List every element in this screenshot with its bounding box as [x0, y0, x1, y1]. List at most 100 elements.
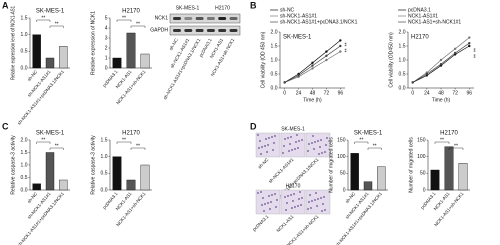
- blot-box: [169, 25, 241, 36]
- point: [325, 58, 328, 62]
- cell-dot: [271, 136, 273, 138]
- cell-dot: [267, 202, 269, 204]
- chart-title: SK-MES-1: [354, 131, 383, 137]
- cell-dot: [262, 197, 264, 199]
- cell-dot: [317, 198, 319, 200]
- significance-label: **: [55, 21, 59, 27]
- cell-dot: [321, 210, 323, 212]
- y-tick-label: 1.5: [21, 15, 28, 21]
- y-tick-label: 0.5: [101, 171, 108, 177]
- bar: [32, 183, 41, 191]
- cell-dot: [301, 139, 303, 141]
- significance-label: **: [454, 143, 458, 149]
- point: [297, 74, 300, 77]
- cell-dot: [269, 208, 271, 210]
- micrograph: [255, 189, 281, 215]
- cell-dot: [323, 196, 325, 198]
- cell-dot: [289, 143, 291, 145]
- cell-dot: [267, 144, 269, 146]
- cell-dot: [295, 141, 297, 143]
- y-axis-label: Cell viability (OD 450 nm): [260, 31, 266, 88]
- y-tick-label: 0: [423, 187, 426, 193]
- blot-band: [218, 29, 227, 32]
- y-tick-label: 100: [337, 154, 346, 160]
- cell-dot: [261, 146, 263, 148]
- point: [468, 42, 471, 45]
- cell-dot: [266, 151, 268, 153]
- cell-dot: [285, 209, 287, 211]
- x-tick-label: sh-NC: [344, 191, 357, 205]
- point: [311, 64, 314, 67]
- bar: [112, 156, 122, 191]
- blot-band: [195, 29, 204, 32]
- bar: [363, 181, 373, 191]
- cell-dot: [257, 134, 259, 136]
- y-tick-label: 1.5: [21, 150, 28, 156]
- y-tick-label: 1.0: [101, 154, 108, 160]
- cell-dot: [268, 195, 270, 197]
- point: [411, 81, 414, 84]
- blot-band: [173, 29, 181, 32]
- y-axis-label: Relative expression level of NCK1-AS1: [10, 6, 16, 80]
- y-tick-label: 0: [343, 187, 346, 193]
- y-tick-label: 100: [417, 154, 426, 160]
- legend-label: pcDNA3.1: [408, 7, 431, 13]
- cell-dot: [321, 152, 323, 154]
- bar: [444, 146, 454, 191]
- point: [439, 62, 443, 66]
- significance-bracket: [49, 25, 64, 28]
- x-tick-label: 48: [438, 90, 444, 96]
- significance-bracket: [448, 147, 464, 150]
- cell-dot: [308, 143, 310, 145]
- cell-dot: [273, 142, 275, 144]
- point: [453, 51, 457, 55]
- x-tick-label: 72: [452, 90, 458, 96]
- y-tick-label: 1.0: [21, 32, 28, 38]
- bar: [59, 179, 68, 191]
- cell-dot: [260, 191, 262, 193]
- chart-title: SK-MES-1: [36, 131, 65, 137]
- x-tick-label: 0: [283, 90, 286, 96]
- cell-dot: [310, 207, 312, 209]
- point: [439, 58, 443, 62]
- x-tick-label: 24: [296, 90, 302, 96]
- cell-dot: [275, 206, 277, 208]
- cell-dot: [320, 139, 322, 141]
- bar: [45, 152, 55, 191]
- x-tick-label: 48: [310, 90, 316, 96]
- cell-dot: [300, 204, 302, 206]
- significance-label: **: [473, 48, 479, 52]
- significance-label: **: [136, 143, 140, 149]
- cell-dot: [263, 210, 265, 212]
- bar: [377, 166, 386, 191]
- y-tick-label: 0.0: [101, 187, 108, 193]
- point: [311, 61, 314, 64]
- significance-label: **: [359, 137, 363, 143]
- x-tick-label: 96: [467, 90, 473, 96]
- y-axis-label: Number of migrated cells: [328, 137, 334, 193]
- significance-bracket: [116, 141, 132, 144]
- blot-cell-line: SK-MES-1: [176, 5, 200, 11]
- cell-dot: [293, 193, 295, 195]
- y-tick-label: 1.0: [21, 162, 28, 168]
- blot-protein: GAPDH: [150, 27, 168, 33]
- bar: [140, 164, 150, 191]
- legend-label: sh-NCK1-AS1#1: [280, 13, 317, 19]
- cell-dot: [296, 134, 298, 136]
- y-axis-label: Cell viability (OD450 nm): [388, 32, 394, 88]
- y-tick-label: 2: [105, 45, 108, 51]
- bar: [59, 46, 68, 69]
- x-tick-label: 72: [324, 90, 330, 96]
- point: [339, 39, 342, 42]
- y-tick-label: 0.0: [271, 85, 278, 91]
- bar: [350, 153, 359, 191]
- cell-dot: [260, 153, 262, 155]
- cell-dot: [259, 140, 261, 142]
- blot-band: [184, 17, 193, 20]
- y-tick-label: 150: [417, 137, 426, 143]
- cell-dot: [271, 194, 273, 196]
- cell-dot: [291, 149, 293, 151]
- significance-label: **: [440, 137, 444, 143]
- y-tick-label: 0.0: [21, 187, 28, 193]
